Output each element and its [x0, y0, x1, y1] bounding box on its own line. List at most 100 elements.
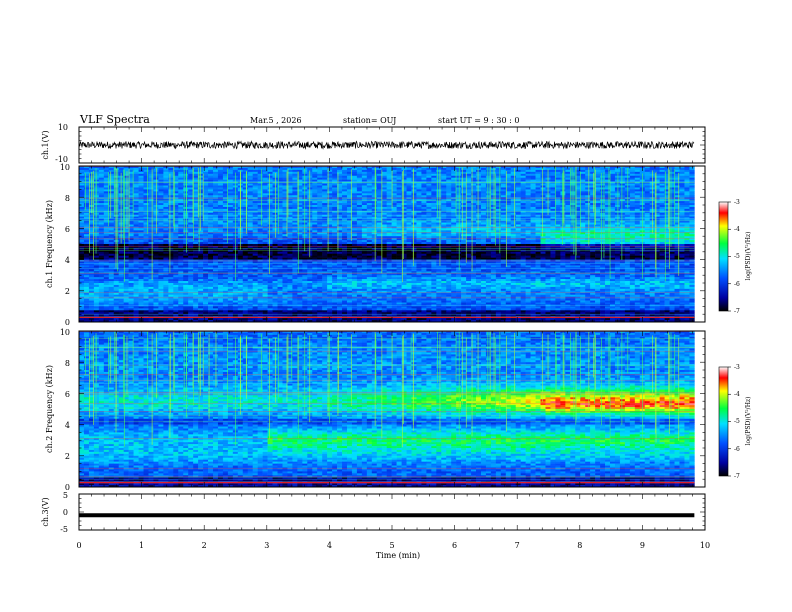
spectrogram-cell: [441, 185, 447, 188]
spectrogram-cell: [148, 212, 154, 216]
spectrogram-cell: [500, 226, 507, 229]
spectrogram-cell: [396, 201, 402, 204]
spectrogram-cell: [396, 203, 402, 206]
spectrogram-cell: [148, 222, 154, 225]
spectrogram-cell: [466, 220, 472, 223]
spectrogram-cell: [183, 185, 189, 188]
spectrogram-cell: [103, 189, 110, 192]
spectrogram-cell: [426, 240, 432, 243]
spectrogram-cell: [138, 214, 144, 217]
spectrogram-cell: [669, 228, 675, 231]
spectrogram-cell: [88, 222, 95, 225]
spectrogram-cell: [287, 224, 293, 227]
spectrogram-cell: [669, 175, 675, 178]
spectrogram-cell: [327, 183, 333, 186]
spectrogram-cell: [351, 240, 358, 243]
spectrogram-cell: [451, 199, 457, 202]
spectrogram-cell: [654, 166, 660, 169]
spectrogram-cell: [351, 205, 358, 208]
spectrogram-cell: [183, 206, 189, 210]
spectrogram-cell: [158, 191, 164, 194]
spectrogram-cell: [679, 193, 685, 196]
spectrogram-cell: [674, 191, 680, 194]
spectrogram-cell: [485, 187, 492, 190]
spectrogram-cell: [570, 179, 576, 182]
spectrogram-cell: [222, 195, 229, 198]
spectrogram-cell: [168, 193, 174, 196]
spectrogram-cell: [342, 185, 348, 188]
spectrogram-cell: [257, 189, 263, 192]
spectrogram-cell: [644, 218, 650, 221]
spectrogram-cell: [247, 193, 253, 196]
spectrogram-cell: [634, 238, 641, 241]
spectrogram-cell: [79, 167, 85, 171]
spectrogram-cell: [108, 201, 115, 204]
spectrogram-cell: [441, 189, 447, 192]
spectrogram-cell: [203, 171, 209, 175]
spectrogram-cell: [208, 212, 214, 216]
spectrogram-cell: [421, 220, 427, 223]
spectrogram-cell: [520, 224, 526, 227]
spectrogram-cell: [505, 169, 512, 173]
spectrogram-cell: [466, 224, 472, 227]
spectrogram-cell: [123, 220, 129, 223]
spectrogram-cell: [530, 166, 536, 169]
spectrogram-cell: [312, 216, 318, 219]
spectrogram-cell: [103, 201, 110, 204]
spectrogram-cell: [495, 187, 502, 190]
spectrogram-cell: [585, 230, 591, 233]
spectrogram-cell: [555, 214, 561, 217]
spectrogram-cell: [590, 169, 596, 173]
spectrogram-cell: [386, 222, 392, 225]
spectrogram-cell: [476, 205, 482, 208]
spectrogram-cell: [79, 189, 85, 192]
spectrogram-cell: [183, 177, 189, 180]
spectrogram-cell: [396, 167, 402, 171]
spectrogram-cell: [644, 175, 650, 178]
spectrogram-cell: [684, 189, 690, 192]
spectrogram-cell: [168, 218, 174, 221]
spectrogram-cell: [297, 203, 303, 206]
spectrogram-cell: [684, 185, 690, 188]
spectrogram-cell: [535, 175, 541, 178]
spectrogram-cell: [421, 205, 427, 208]
spectrogram-cell: [262, 166, 268, 169]
spectrogram-cell: [312, 240, 318, 243]
spectrogram-cell: [287, 171, 293, 175]
spectrogram-cell: [555, 226, 561, 229]
spectrogram-cell: [441, 203, 447, 206]
spectrogram-cell: [659, 218, 665, 221]
spectrogram-cell: [649, 167, 655, 171]
spectrogram-cell: [366, 199, 373, 202]
spectrogram-cell: [600, 230, 606, 233]
spectrogram-cell: [292, 234, 298, 237]
spectrogram-cell: [595, 191, 601, 194]
spectrogram-cell: [411, 171, 417, 175]
spectrogram-cell: [480, 175, 487, 178]
spectrogram-cell: [540, 208, 546, 212]
spectrogram-cell: [426, 201, 432, 204]
spectrogram-cell: [317, 218, 323, 221]
spectrogram-cell: [371, 166, 378, 169]
spectrogram-cell: [168, 230, 174, 233]
spectrogram-cell: [471, 166, 477, 169]
spectrogram-cell: [178, 191, 184, 194]
spectrogram-cell: [337, 171, 343, 175]
spectrogram-cell: [79, 208, 85, 212]
spectrogram-cell: [411, 224, 417, 227]
spectrogram-cell: [609, 193, 616, 196]
spectrogram-cell: [396, 173, 402, 177]
spectrogram-cell: [595, 234, 601, 237]
spectrogram-cell: [292, 187, 298, 190]
spectrogram-cell: [351, 228, 358, 231]
spectrogram-cell: [257, 224, 263, 227]
spectrogram-cell: [500, 230, 507, 233]
spectrogram-cell: [505, 203, 512, 206]
spectrogram-cell: [495, 195, 502, 198]
spectrogram-cell: [485, 205, 492, 208]
spectrogram-cell: [416, 179, 422, 182]
spectrogram-cell: [550, 201, 556, 204]
spectrogram-cell: [619, 226, 626, 229]
spectrogram-cell: [609, 173, 616, 177]
spectrogram-cell: [396, 189, 402, 192]
